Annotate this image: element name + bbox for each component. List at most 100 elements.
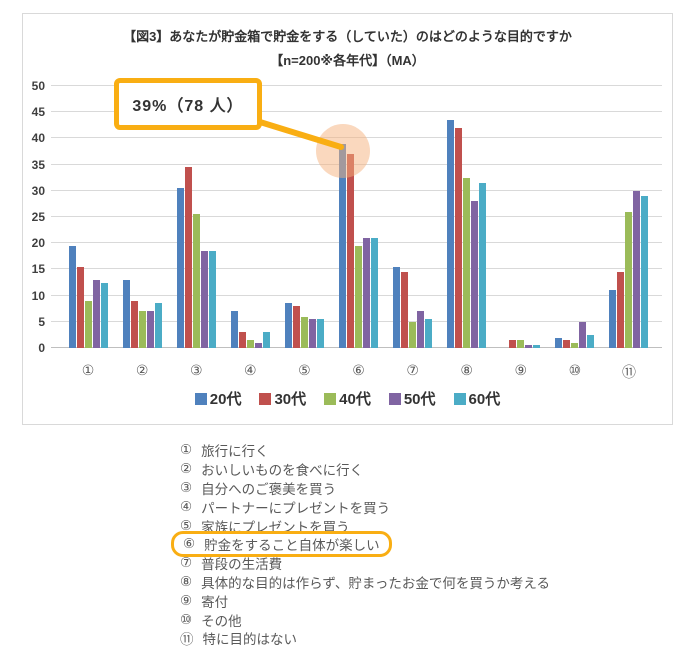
bar-40代-④ (246, 340, 254, 348)
bar-40代-⑧ (463, 177, 471, 348)
bar-20代-⑤ (284, 303, 292, 348)
option-number: ⑤ (180, 517, 193, 533)
option-label: 旅行に行く (201, 444, 269, 460)
legend-item-50代: 50代 (388, 388, 436, 409)
legend-item-20代: 20代 (194, 388, 241, 409)
bar-group-⑦ (386, 86, 440, 348)
bar-30代-⑦ (401, 272, 409, 348)
category-label: ④ (244, 362, 257, 378)
legend-swatch (324, 392, 337, 405)
legend-label: 30代 (274, 391, 307, 408)
bar-40代-② (138, 311, 146, 348)
bar-group-③ (169, 86, 223, 348)
option-number: ③ (180, 480, 193, 495)
gridline (51, 111, 662, 113)
bar-40代-⑦ (409, 321, 417, 348)
list-item-10: ⑩ その他 (180, 610, 559, 629)
list-item-8: ⑧ 具体的な目的は作らず、貯まったお金で何を買うか考える (180, 573, 559, 592)
bar-60代-⑧ (479, 182, 487, 348)
bar-20代-⑧ (447, 120, 455, 348)
bar-group-① (61, 86, 115, 348)
bar-20代-② (122, 279, 130, 348)
gridline (51, 216, 662, 217)
category-label: ② (135, 362, 149, 378)
bar-60代-⑪ (641, 196, 649, 348)
y-tick-label: 5 (38, 314, 45, 329)
legend-item-40代: 40代 (324, 388, 371, 409)
bar-60代-⑨ (533, 345, 541, 348)
option-number: ⑩ (180, 611, 193, 627)
legend-label: 50代 (403, 391, 436, 408)
option-number: ② (180, 461, 193, 477)
bar-20代-① (68, 245, 76, 348)
y-tick-label: 0 (38, 341, 45, 355)
list-item-7: ⑦ 普段の生活費 (180, 554, 559, 573)
bar-group-⑨ (494, 86, 548, 348)
bar-30代-⑪ (617, 272, 625, 348)
bar-30代-③ (184, 167, 192, 348)
bar-group-⑤ (277, 86, 331, 348)
bar-60代-⑥ (371, 237, 379, 348)
option-label: 自分へのご褒美を買う (201, 482, 337, 497)
option-content: ⑤ 家族にプレゼントを買う (171, 516, 359, 536)
legend-label: 40代 (339, 391, 371, 408)
gridline (51, 85, 662, 86)
option-number: ① (180, 442, 193, 458)
category-label: ⑦ (406, 362, 419, 378)
y-tick-label: 20 (31, 236, 45, 251)
legend-swatch (259, 392, 272, 405)
chart-legend: 20代 30代 40代 50代 60代 (23, 388, 672, 409)
bar-60代-③ (208, 251, 216, 348)
list-item-4: ④ パートナーにプレゼントを買う (180, 497, 559, 516)
bar-groups (61, 86, 656, 348)
option-label: 普段の生活費 (201, 557, 283, 573)
bar-50代-④ (254, 342, 262, 348)
category-label: ⑨ (514, 362, 528, 378)
legend-swatch (453, 392, 466, 405)
bar-50代-⑤ (308, 319, 316, 348)
option-content: ⑧ 具体的な目的は作らず、貯まったお金で何を買うか考える (171, 572, 559, 592)
bar-60代-⑩ (587, 334, 595, 348)
option-content: ① 旅行に行く (171, 440, 278, 460)
chart-title: 【図3】あなたが貯金箱で貯金をする（していた）のはどのような目的ですか (123, 29, 572, 44)
y-tick-label: 25 (31, 210, 45, 224)
y-tick-label: 10 (31, 288, 45, 303)
bar-60代-② (154, 303, 162, 348)
legend-item-60代: 60代 (453, 388, 501, 409)
bar-40代-⑥ (355, 245, 363, 348)
bar-group-② (115, 86, 169, 348)
option-content: ⑦ 普段の生活費 (171, 553, 291, 573)
option-label: 家族にプレゼントを買う (201, 519, 350, 535)
option-label: その他 (201, 613, 242, 629)
option-content: ③ 自分へのご褒美を買う (171, 478, 345, 498)
bar-40代-⑨ (517, 340, 525, 348)
y-tick-label: 50 (31, 79, 45, 93)
gridline (51, 242, 662, 244)
category-label: ① (81, 362, 95, 378)
bar-group-⑧ (440, 86, 494, 348)
bar-50代-⑩ (579, 321, 587, 348)
option-number: ⑨ (180, 592, 193, 608)
option-content: ⑩ その他 (171, 610, 251, 630)
legend-item-30代: 30代 (259, 388, 306, 409)
chart-subtitle: 【n=200※各年代】（MA） (270, 53, 425, 68)
option-content: ④ パートナーにプレゼントを買う (171, 497, 399, 517)
bar-30代-⑩ (563, 340, 571, 348)
option-label: 貯金をすること自体が楽しい (204, 538, 380, 554)
bar-50代-⑪ (633, 190, 641, 348)
bar-30代-⑧ (455, 127, 463, 348)
option-content: ⑨ 寄付 (171, 591, 237, 611)
bar-20代-④ (230, 311, 238, 348)
gridline (51, 189, 662, 191)
list-item-11: ⑪ 特に目的はない (180, 629, 559, 648)
bar-group-⑩ (548, 86, 602, 348)
option-label: パートナーにプレゼントを買う (201, 500, 391, 516)
callout-box: 39%（78 人） (114, 78, 262, 130)
bar-60代-⑤ (316, 319, 324, 348)
bar-group-⑪ (602, 86, 656, 348)
y-tick-label: 45 (31, 105, 45, 120)
bar-50代-⑦ (417, 311, 425, 348)
option-label: 特に目的はない (202, 632, 298, 648)
legend-label: 60代 (468, 391, 501, 408)
bar-20代-⑥ (339, 143, 347, 348)
